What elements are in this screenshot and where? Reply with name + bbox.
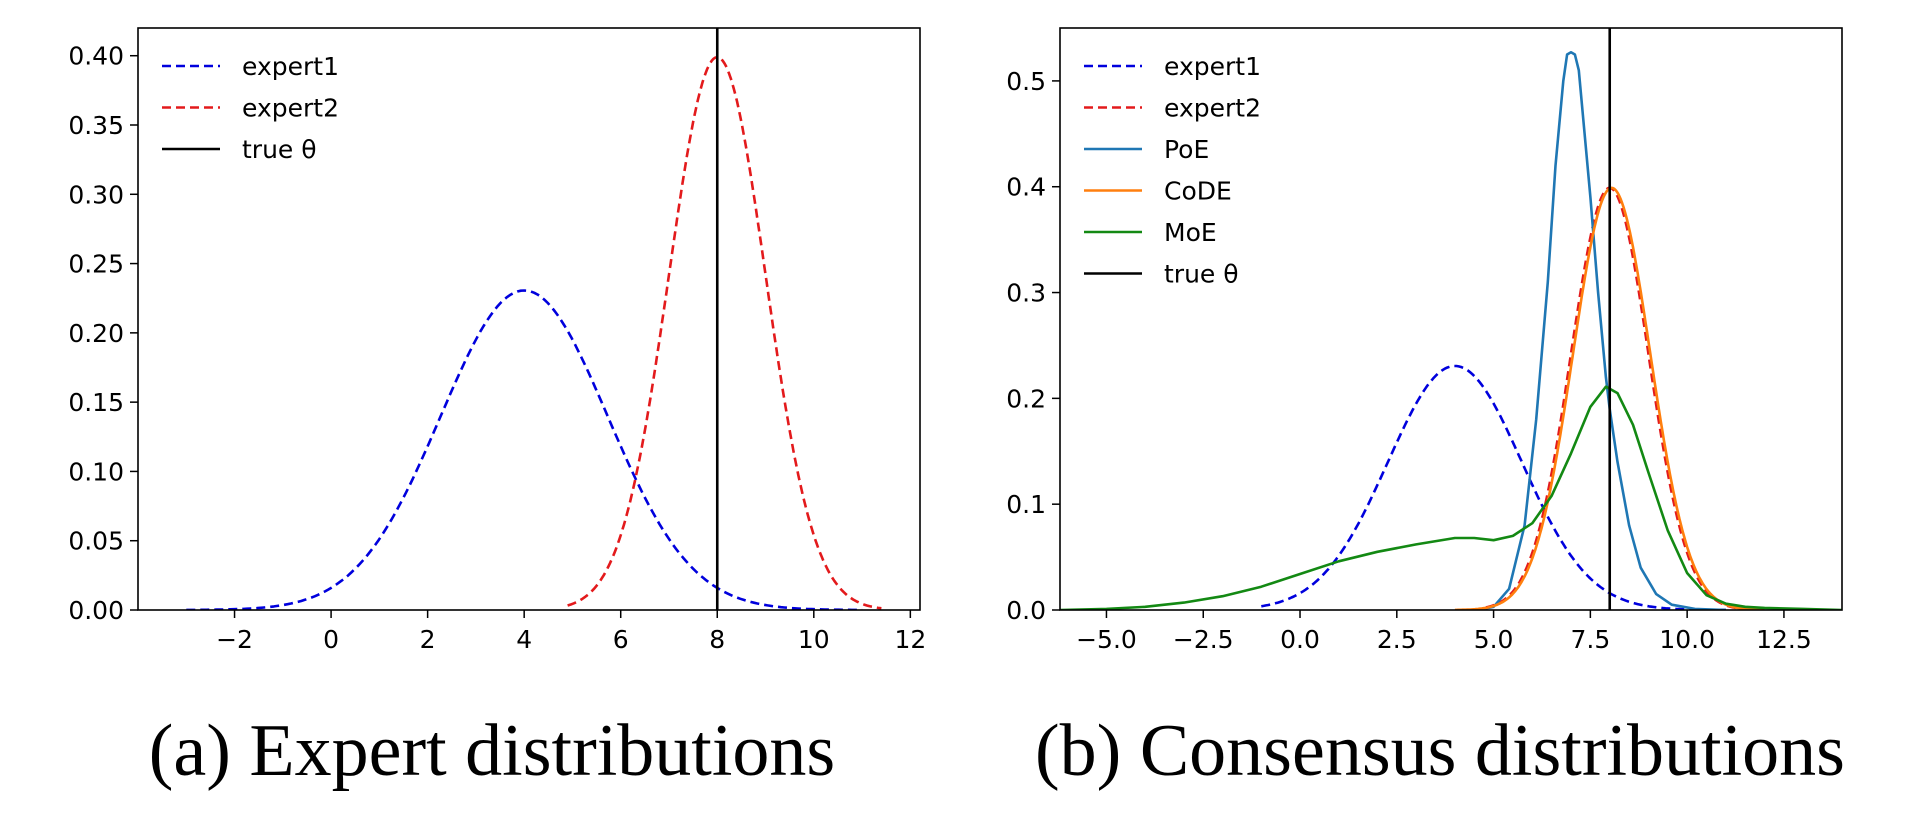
x-tick-label: 10 [798, 625, 830, 654]
legend-label-poe: PoE [1164, 135, 1209, 164]
caption-a: (a) Expert distributions [149, 710, 835, 792]
x-tick-label: 4 [516, 625, 532, 654]
plot-area-b: −5.0 −2.5 0.0 2.5 5.0 7.5 10.0 12.5 0.0 0.1 0.2 0.3… [1006, 27, 1843, 654]
x-tick-label: −2.5 [1173, 625, 1234, 654]
caption-b: (b) Consensus distributions [1035, 710, 1845, 792]
x-tick-label: 5.0 [1474, 625, 1514, 654]
y-tick-label: 0.4 [1006, 173, 1046, 202]
legend-label-true-theta: true θ [242, 135, 317, 164]
x-tick-label: 10.0 [1659, 625, 1715, 654]
axes-frame [137, 27, 921, 611]
series-group [186, 28, 882, 610]
series-expert2-line [567, 55, 882, 610]
y-tick-label: 0.20 [68, 319, 124, 348]
x-tick-label: 2.5 [1377, 625, 1417, 654]
legend-label-expert2: expert2 [1164, 94, 1261, 123]
x-tick-label: −2 [216, 625, 253, 654]
x-tick-label: 8 [709, 625, 725, 654]
y-tick-label: 0.3 [1006, 279, 1046, 308]
y-tick-label: 0.40 [68, 42, 124, 71]
series-expert2-line [1485, 186, 1746, 610]
y-tick-label: 0.2 [1006, 384, 1046, 413]
y-tick-label: 0.30 [68, 180, 124, 209]
legend: expert1 expert2 PoE CoDE MoE true θ [1084, 52, 1261, 289]
legend-label-true-theta: true θ [1164, 260, 1239, 289]
y-tick-label: 0.10 [68, 457, 124, 486]
y-tick-label: 0.5 [1006, 67, 1046, 96]
x-tick-label: 0 [323, 625, 339, 654]
series-poe-line [1477, 50, 1726, 610]
series-moe-line [1060, 385, 1842, 610]
x-tick-label: −5.0 [1076, 625, 1137, 654]
x-tick-label: 12 [894, 625, 926, 654]
x-tick-label: 7.5 [1570, 625, 1610, 654]
series-expert1-line [1261, 364, 1726, 610]
y-tick-label: 0.1 [1006, 490, 1046, 519]
y-tick-label: 0.05 [68, 527, 124, 556]
legend-label-expert1: expert1 [1164, 52, 1261, 81]
y-tick-label: 0.25 [68, 250, 124, 279]
legend: expert1 expert2 true θ [162, 52, 339, 164]
series-group [1060, 28, 1842, 610]
plot-area-a: −2 0 2 4 6 8 10 12 0.00 0.05 0.10 0.15 0.20 0.25 0.30 0… [68, 27, 926, 654]
panel-a: −2 0 2 4 6 8 10 12 0.00 0.05 0.10 0.15 0.20 0.25 0.30 0… [68, 27, 926, 792]
y-tick-label: 0.15 [68, 388, 124, 417]
panel-b: −5.0 −2.5 0.0 2.5 5.0 7.5 10.0 12.5 0.0 0.1 0.2 0.3… [1006, 27, 1845, 792]
legend-label-expert1: expert1 [242, 52, 339, 81]
axes-frame [1059, 27, 1843, 611]
series-expert1-line [186, 289, 863, 610]
y-tick-label: 0.00 [68, 596, 124, 625]
y-tick-label: 0.35 [68, 111, 124, 140]
legend-label-code: CoDE [1164, 177, 1232, 206]
y-tick-label: 0.0 [1006, 596, 1046, 625]
x-tick-label: 0.0 [1280, 625, 1320, 654]
x-tick-label: 2 [420, 625, 436, 654]
x-tick-label: 12.5 [1756, 625, 1812, 654]
legend-label-expert2: expert2 [242, 94, 339, 123]
x-tick-label: 6 [613, 625, 629, 654]
legend-label-moe: MoE [1164, 218, 1217, 247]
